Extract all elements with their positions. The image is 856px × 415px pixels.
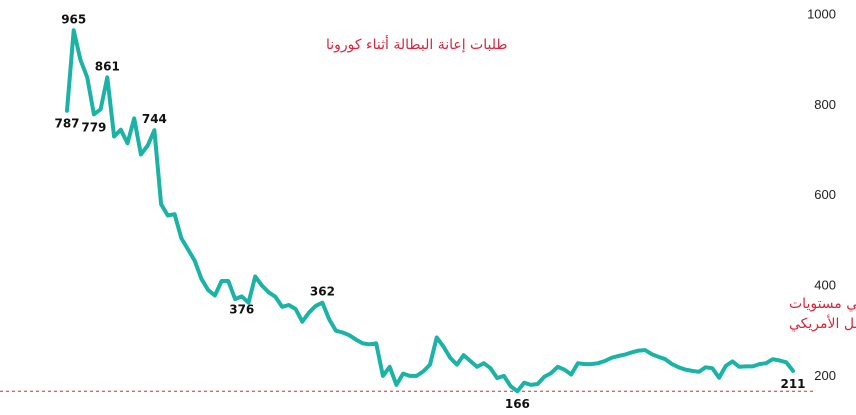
annotation-layer: طلبات إعانة البطالة أثناء كورونا استمرار … <box>326 35 856 332</box>
annotation-2-line-1: استمرار الطلبات الاسبوعية الجديدة في مست… <box>789 296 856 312</box>
data-label-layer: 787 965 779 861 744 376 362 166 211 <box>54 12 805 411</box>
data-label-166: 166 <box>505 397 530 411</box>
data-label-744: 744 <box>142 112 167 126</box>
series-line-weekly-claims <box>65 28 795 394</box>
y-axis: 1000 800 600 400 200 <box>807 7 836 383</box>
data-label-362: 362 <box>310 285 335 299</box>
data-label-779: 779 <box>81 120 106 134</box>
data-label-376: 376 <box>229 302 254 316</box>
y-tick-label-800: 800 <box>814 97 836 112</box>
y-tick-label-600: 600 <box>814 187 836 202</box>
data-label-861: 861 <box>95 59 120 73</box>
series-line-layer <box>65 28 795 394</box>
annotation-1-line-1: طلبات إعانة البطالة أثناء كورونا <box>326 35 508 53</box>
data-label-211: 211 <box>780 377 805 391</box>
y-tick-label-1000: 1000 <box>807 7 836 22</box>
y-tick-label-400: 400 <box>814 278 836 293</box>
data-label-965: 965 <box>61 12 86 26</box>
data-label-787: 787 <box>54 117 79 131</box>
annotation-2-line-2: منخفضة يعني قوة مستمرة لسوق العمل الأمري… <box>789 314 856 332</box>
y-tick-label-200: 200 <box>814 368 836 383</box>
